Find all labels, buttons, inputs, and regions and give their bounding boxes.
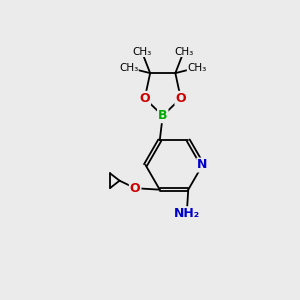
Text: O: O [176, 92, 186, 105]
Text: N: N [197, 158, 208, 172]
Text: O: O [140, 92, 150, 105]
Text: CH₃: CH₃ [174, 46, 194, 56]
Text: B: B [158, 109, 167, 122]
Text: CH₃: CH₃ [119, 63, 138, 73]
Text: CH₃: CH₃ [132, 46, 152, 56]
Text: CH₃: CH₃ [187, 63, 207, 73]
Text: NH₂: NH₂ [174, 207, 200, 220]
Text: O: O [130, 182, 140, 195]
